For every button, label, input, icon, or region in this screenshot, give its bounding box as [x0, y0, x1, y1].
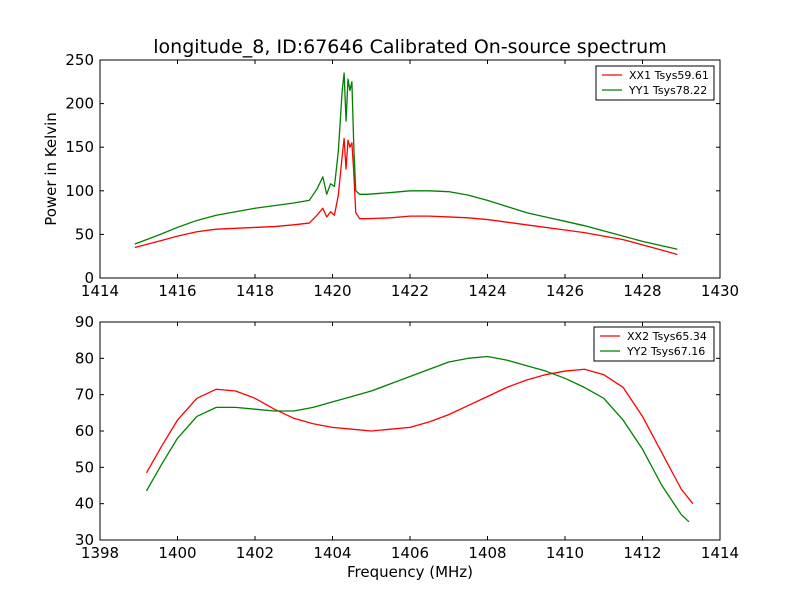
legend-entry: XX2 Tsys65.34: [627, 330, 707, 343]
y-tick-label: 90: [75, 313, 94, 331]
y-tick-label: 30: [75, 531, 94, 549]
y-tick-label: 40: [75, 495, 94, 513]
x-axis-label: Frequency (MHz): [347, 563, 473, 581]
y-tick-label: 100: [65, 182, 94, 200]
x-tick-label: 1430: [701, 282, 739, 300]
y-tick-label: 150: [65, 138, 94, 156]
x-tick-label: 1400: [158, 544, 196, 562]
x-tick-label: 1422: [391, 282, 429, 300]
x-tick-label: 1416: [158, 282, 196, 300]
x-tick-label: 1402: [236, 544, 274, 562]
y-tick-label: 200: [65, 95, 94, 113]
legend: XX2 Tsys65.34 YY2 Tsys67.16: [593, 326, 715, 362]
x-tick-label: 1398: [81, 544, 119, 562]
y-axis-label: Power in Kelvin: [42, 112, 60, 226]
y-tick-label: 80: [75, 349, 94, 367]
chart-title: longitude_8, ID:67646 Calibrated On-sour…: [153, 36, 666, 58]
x-tick-label: 1414: [81, 282, 119, 300]
x-tick-label: 1426: [546, 282, 584, 300]
x-tick-label: 1420: [313, 282, 351, 300]
y-tick-label: 60: [75, 422, 94, 440]
series-line-2-1: [145, 368, 694, 505]
legend-box: [595, 65, 715, 101]
x-tick-label: 1406: [391, 544, 429, 562]
bottom-panel: 1398 1400 1402 1404 1406 1408 1410 1412 1414 30 40…: [75, 313, 739, 562]
series-line-2-2: [145, 355, 690, 523]
x-tick-label: 1410: [546, 544, 584, 562]
top-panel: 1414 1416 1418 1420 1422 1424 1426 1428 1430 0 50 1…: [65, 51, 739, 300]
x-tick-label: 1404: [313, 544, 351, 562]
x-tick-label: 1418: [236, 282, 274, 300]
y-tick-label: 0: [84, 269, 94, 287]
y-tick-label: 50: [75, 225, 94, 243]
x-tick-label: 1412: [623, 544, 661, 562]
y-tick-label: 250: [65, 51, 94, 69]
legend: XX1 Tsys59.61 YY1 Tsys78.22: [595, 65, 715, 101]
series-line-1-1: [134, 137, 678, 256]
legend-entry: YY1 Tsys78.22: [628, 84, 707, 97]
legend-box: [593, 326, 715, 362]
legend-entry: XX1 Tsys59.61: [629, 69, 709, 82]
x-tick-label: 1424: [468, 282, 506, 300]
legend-entry: YY2 Tsys67.16: [626, 345, 705, 358]
y-tick-label: 50: [75, 458, 94, 476]
x-tick-label: 1428: [623, 282, 661, 300]
x-tick-label: 1414: [701, 544, 739, 562]
x-tick-label: 1408: [468, 544, 506, 562]
series-line-1-2: [134, 72, 678, 250]
y-tick-label: 70: [75, 386, 94, 404]
